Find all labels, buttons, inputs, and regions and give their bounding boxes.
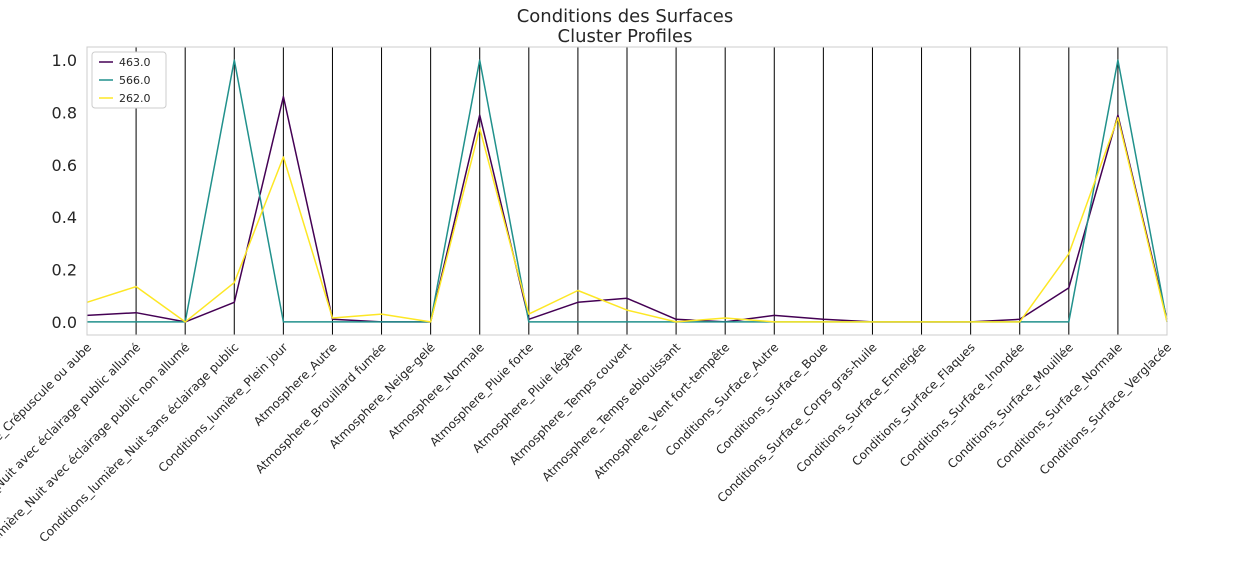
- plot-frame: [86, 46, 1168, 336]
- y-tick-label: 0.8: [52, 103, 77, 122]
- series-lines: [86, 59, 1168, 323]
- legend: 463.0 566.0 262.0: [91, 51, 167, 109]
- vertical-grid: [135, 47, 1119, 335]
- y-tick-label: 0.6: [52, 156, 77, 175]
- x-axis: Conditions_lumière_Crépuscule ou aubeCon…: [0, 340, 1174, 577]
- legend-box: [91, 51, 167, 109]
- y-tick-label: 0.2: [52, 261, 77, 280]
- x-tick-label: Atmosphere_Autre: [251, 340, 340, 429]
- chart-title: Conditions des Surfaces: [517, 6, 734, 27]
- x-tick-label: Atmosphere_Normale: [385, 340, 486, 441]
- series-line-463.0: [86, 95, 1168, 323]
- chart-subtitle: Cluster Profiles: [558, 26, 693, 47]
- legend-label: 262.0: [119, 92, 151, 105]
- y-tick-label: 0.4: [52, 208, 77, 227]
- legend-label: 463.0: [119, 56, 151, 69]
- y-tick-label: 1.0: [52, 51, 77, 70]
- y-axis: 0.0 0.2 0.4 0.6 0.8 1.0: [52, 51, 77, 332]
- legend-label: 566.0: [119, 74, 151, 87]
- y-tick-label: 0.0: [52, 313, 77, 332]
- series-line-262.0: [86, 116, 1168, 323]
